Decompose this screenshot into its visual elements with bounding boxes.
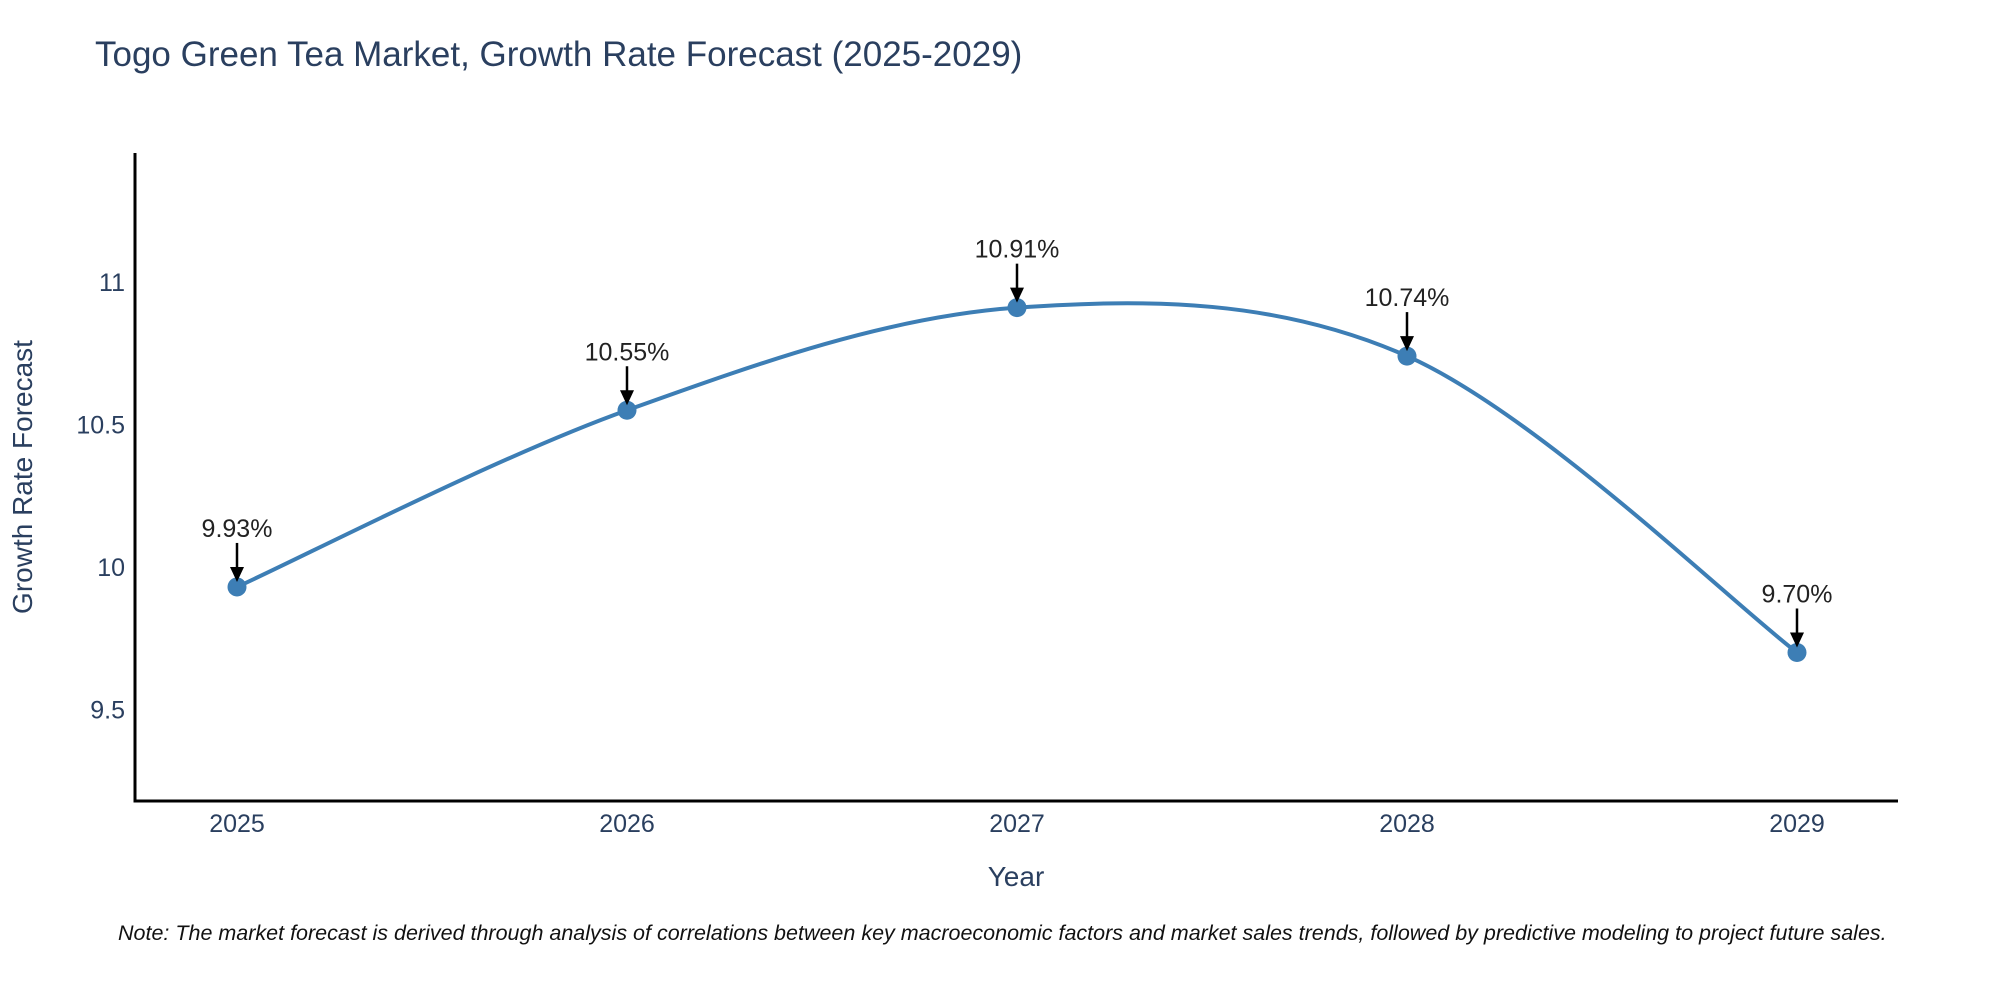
- line-series: [235, 301, 1799, 655]
- data-points: [227, 298, 1807, 662]
- x-tick-label: 2025: [209, 810, 265, 838]
- data-point-marker: [227, 577, 247, 597]
- point-value-label: 10.91%: [975, 236, 1060, 264]
- y-tick-label: 10: [97, 554, 125, 582]
- x-axis-title: Year: [988, 861, 1045, 892]
- axes: [133, 153, 1898, 803]
- annotation-arrowhead: [1010, 287, 1024, 303]
- annotation-arrowhead: [1790, 632, 1804, 648]
- data-point-marker: [1397, 346, 1417, 366]
- annotations: 9.93% 10.55% 10.91% 10.74% 9.70%: [202, 236, 1833, 648]
- data-point-marker: [617, 400, 637, 420]
- point-value-label: 9.70%: [1762, 581, 1833, 609]
- x-tick-label: 2027: [989, 810, 1045, 838]
- footnote: Note: The market forecast is derived thr…: [118, 921, 1887, 945]
- y-tick-label: 9.5: [90, 697, 125, 725]
- data-point-marker: [1007, 298, 1027, 318]
- data-point-marker: [1787, 643, 1807, 662]
- y-tick-label: 10.5: [76, 412, 125, 440]
- x-tick-label: 2028: [1379, 810, 1435, 838]
- y-tick-label: 11: [99, 269, 125, 297]
- y-tick-labels: 9.5 10 10.5 11: [76, 269, 125, 725]
- annotation-arrowhead: [620, 390, 634, 406]
- chart-title: Togo Green Tea Market, Growth Rate Forec…: [95, 35, 1022, 74]
- annotation-arrowhead: [1400, 336, 1414, 352]
- point-value-label: 10.74%: [1365, 284, 1450, 312]
- point-value-label: 9.93%: [202, 515, 273, 543]
- x-tick-labels: 2025 2026 2027 2028 2029: [209, 810, 1825, 838]
- y-axis-title: Growth Rate Forecast: [7, 340, 38, 614]
- forecast-line: [235, 301, 1799, 655]
- point-value-label: 10.55%: [585, 338, 670, 366]
- x-tick-label: 2026: [599, 810, 655, 838]
- x-tick-label: 2029: [1769, 810, 1825, 838]
- annotation-arrowhead: [230, 566, 244, 582]
